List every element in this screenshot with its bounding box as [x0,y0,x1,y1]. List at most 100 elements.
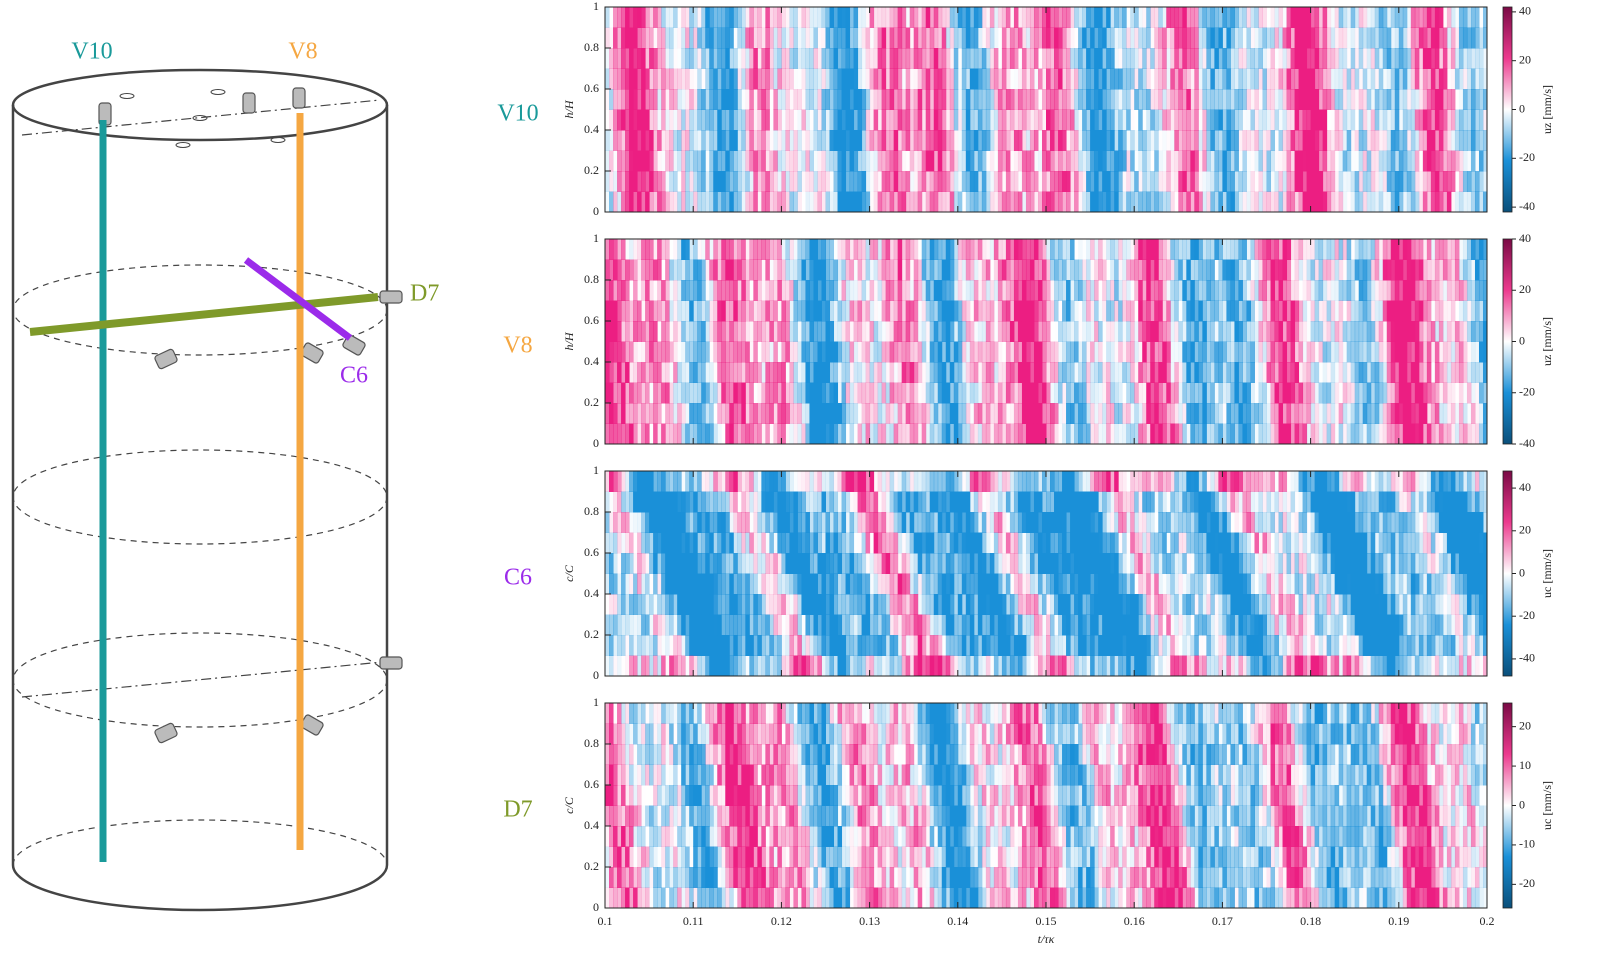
heatmap-cell [689,553,694,574]
heatmap-cell [901,89,907,110]
heatmap-cell [889,321,895,342]
heatmap-cell [1290,48,1296,69]
heatmap-cell [1138,341,1143,363]
heatmap-cell [1442,423,1448,444]
heatmap-cell [1126,362,1131,383]
heatmap-cell [853,300,859,322]
heatmap-cell [617,48,622,69]
heatmap-cell [1270,259,1276,281]
heatmap-cell [1190,109,1195,131]
heatmap-cell [1218,341,1223,363]
heatmap-cell [1130,423,1135,444]
heatmap-cell [1442,130,1448,151]
heatmap-cell [933,150,939,172]
heatmap-cell [1242,403,1247,424]
heatmap-cell [1162,423,1167,444]
heatmap-cell [1017,239,1023,260]
heatmap-cell [753,532,758,554]
heatmap-cell [1194,48,1199,69]
heatmap-cell [1186,150,1191,172]
heatmap-cell [1274,321,1280,342]
heatmap-cell [1366,280,1372,301]
heatmap-cell [905,321,911,342]
heatmap-cell [1330,280,1336,301]
heatmap-cell [705,553,710,574]
heatmap-cell [829,321,835,342]
heatmap-cell [685,150,690,172]
heatmap-cell [1154,68,1159,90]
heatmap-cell [777,27,782,49]
heatmap-cell [633,573,638,595]
heatmap-cell [629,259,634,281]
heatmap-cell [693,300,698,322]
heatmap-cell [1258,191,1263,212]
heatmap-cell [1470,171,1476,192]
heatmap-cell [1021,48,1027,69]
heatmap-cell [1025,362,1031,383]
heatmap-cell [849,68,855,90]
heatmap-cell [1210,300,1215,322]
heatmap-cell [785,7,790,28]
heatmap-cell [917,362,923,383]
heatmap-cell [1422,27,1428,49]
heatmap-cell [713,27,718,49]
heatmap-cell [1470,259,1476,281]
heatmap-cell [1230,89,1235,110]
heatmap-cell [1475,151,1480,172]
heatmap-cell [1258,150,1263,172]
heatmap-cell [757,171,762,192]
heatmap-cell [861,48,867,69]
heatmap-cell [1302,109,1308,131]
heatmap-cell [785,553,790,574]
heatmap-cell [1194,68,1199,90]
heatmap-cell [1150,259,1155,281]
heatmap-cell [957,191,963,212]
heatmap-cell [653,7,658,28]
heatmap-cell [769,424,774,445]
heatmap-cell [709,171,714,192]
heatmap-cell [1106,362,1111,383]
heatmap-cell [741,341,746,363]
heatmap-cell [1009,48,1015,69]
heatmap-cell [773,655,778,676]
heatmap-cell [1382,280,1388,301]
heatmap-cell [1054,89,1059,110]
heatmap-cell [989,89,995,110]
heatmap-cell [1258,259,1263,281]
heatmap-cell [1110,7,1115,28]
heatmap-cell [657,614,662,636]
heatmap-cell [1142,382,1147,404]
heatmap-cell [1358,321,1364,342]
heatmap-cell [1426,191,1432,212]
heatmap-cell [1282,171,1288,192]
heatmap-cell [773,362,778,383]
heatmap-cell [709,48,714,69]
heatmap-cell [641,635,646,656]
rod-label: D7 [410,281,439,307]
heatmap-cell [1046,191,1051,212]
heatmap-cell [829,89,835,110]
heatmap-cell [1314,191,1320,212]
heatmap-cell [1186,171,1191,192]
heatmap-cell [725,362,730,383]
heatmap-cell [801,27,806,49]
heatmap-cell [1434,300,1440,322]
heatmap-cell [937,259,943,281]
heatmap-cell [1374,280,1380,301]
heatmap-cell [1466,239,1472,260]
heatmap-cell [1218,300,1223,322]
heatmap-cell [785,491,790,513]
heatmap-cell [1198,7,1203,28]
heatmap-cell [669,655,674,676]
heatmap-cell [697,321,702,342]
heatmap-cell [853,171,859,192]
heatmap-cell [693,259,698,281]
heatmap-cell [894,362,899,383]
heatmap-cell [793,7,798,28]
heatmap-cell [833,7,839,28]
heatmap-cell [1275,130,1280,151]
heatmap-cell [1054,259,1059,281]
heatmap-cell [785,403,790,424]
heatmap-cell [773,280,778,301]
heatmap-cell [1418,403,1424,424]
